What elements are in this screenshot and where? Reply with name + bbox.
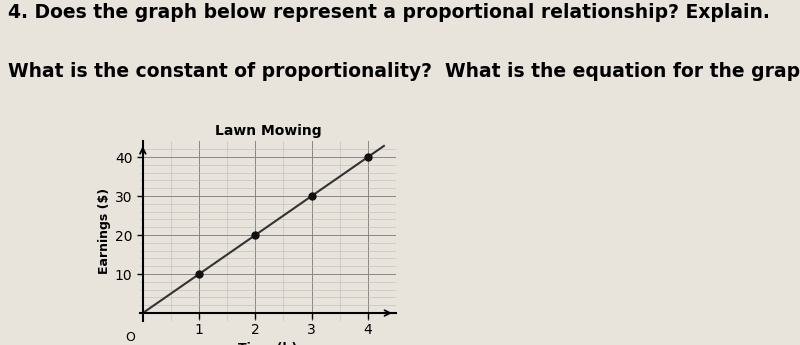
Text: What is the constant of proportionality?  What is the equation for the graph?: What is the constant of proportionality?… bbox=[8, 62, 800, 81]
Text: O: O bbox=[126, 331, 135, 344]
Point bbox=[193, 271, 206, 277]
Point bbox=[362, 154, 374, 160]
Text: 4. Does the graph below represent a proportional relationship? Explain.: 4. Does the graph below represent a prop… bbox=[8, 3, 770, 22]
Point bbox=[249, 232, 262, 238]
X-axis label: Time (h): Time (h) bbox=[238, 342, 298, 345]
Point bbox=[306, 193, 318, 199]
Y-axis label: Earnings ($): Earnings ($) bbox=[98, 188, 110, 274]
Title: Lawn Mowing: Lawn Mowing bbox=[214, 124, 322, 138]
